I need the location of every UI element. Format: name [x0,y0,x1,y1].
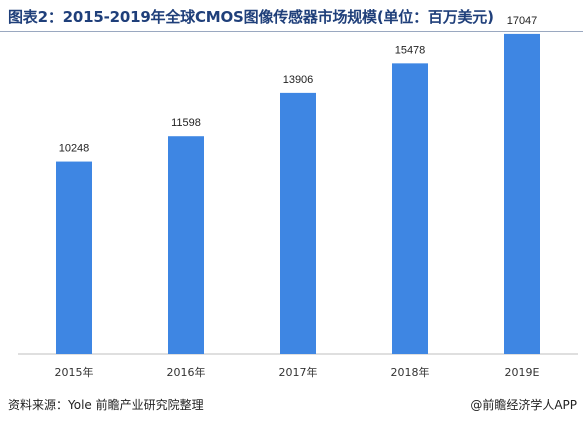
x-tick-label-0: 2015年 [55,365,94,379]
bar-3 [392,63,428,355]
bar-1 [168,136,204,354]
value-label-4: 17047 [507,15,538,27]
x-tick-label-1: 2016年 [167,365,206,379]
chart-title: 图表2：2015-2019年全球CMOS图像传感器市场规模(单位：百万美元) [8,8,494,26]
bars-group [56,33,540,355]
bar-0 [56,161,92,354]
bar-4 [504,33,540,354]
bar-2 [280,92,316,354]
x-tick-labels-group: 2015年 2016年 2017年 2018年 2019E [55,365,540,379]
x-tick-label-2: 2017年 [279,365,318,379]
bar-chart: 10248 11598 13906 15478 17047 2015年 2016年 2017… [18,15,578,379]
credit-note: @前瞻经济学人APP [470,398,577,412]
value-label-3: 15478 [395,44,426,56]
value-label-0: 10248 [59,143,90,155]
value-label-1: 11598 [171,117,201,129]
title-divider [0,31,583,32]
x-tick-label-3: 2018年 [391,365,430,379]
source-note: 资料来源：Yole 前瞻产业研究院整理 [8,398,204,412]
value-label-2: 13906 [283,74,314,86]
x-tick-label-4: 2019E [505,366,540,379]
value-labels-group: 10248 11598 13906 15478 17047 [59,15,538,155]
